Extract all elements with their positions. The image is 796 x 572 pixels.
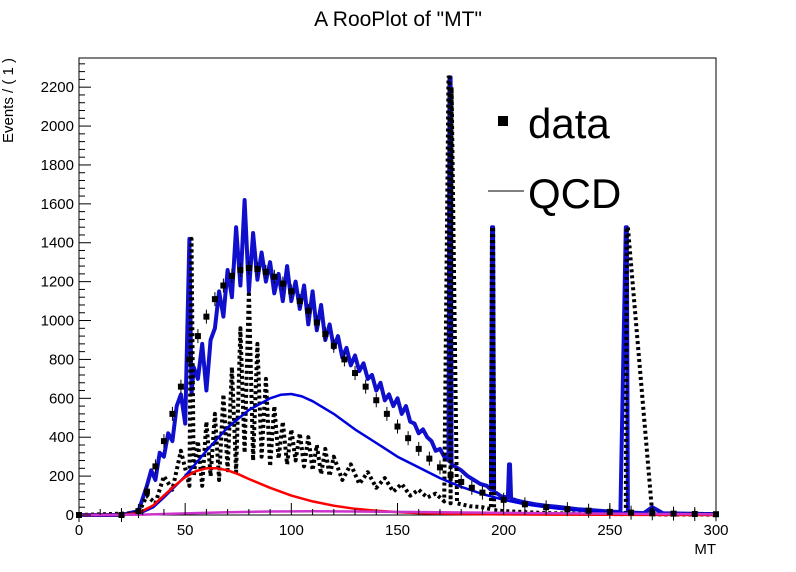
x-tick-label: 250 bbox=[597, 522, 622, 539]
y-tick-label: 1200 bbox=[41, 274, 74, 291]
y-tick-label: 2000 bbox=[41, 118, 74, 135]
red-series-line bbox=[79, 467, 717, 517]
legend-label: data bbox=[528, 100, 610, 147]
y-tick-label: 600 bbox=[49, 390, 74, 407]
y-tick-label: 0 bbox=[66, 507, 74, 524]
qcd-series-line bbox=[79, 392, 717, 517]
y-tick-label: 1600 bbox=[41, 196, 74, 213]
legend-data-marker bbox=[498, 116, 508, 126]
legend: data QCD bbox=[488, 100, 621, 217]
axis-layer: 0 50 100 150 200 250 300 0 200 400 600 800 1000 1200 1… bbox=[41, 63, 729, 539]
x-tick-label: 150 bbox=[385, 522, 410, 539]
x-tick-label: 200 bbox=[491, 522, 516, 539]
chart-title: A RooPlot of "MT" bbox=[314, 8, 482, 31]
y-tick-label: 800 bbox=[49, 351, 74, 368]
y-tick-label: 2200 bbox=[41, 79, 74, 96]
x-tick-label: 300 bbox=[703, 522, 728, 539]
y-tick-label: 1400 bbox=[41, 235, 74, 252]
x-axis-label: MT bbox=[694, 541, 716, 558]
x-tick-label: 0 bbox=[75, 522, 83, 539]
y-axis-label: Events / ( 1 ) bbox=[0, 58, 17, 143]
y-tick-label: 400 bbox=[49, 429, 74, 446]
y-tick-label: 200 bbox=[49, 468, 74, 485]
y-tick-label: 1000 bbox=[41, 313, 74, 330]
y-tick-label: 1800 bbox=[41, 157, 74, 174]
x-tick-label: 100 bbox=[279, 522, 304, 539]
plot-frame bbox=[78, 57, 717, 516]
x-tick-label: 50 bbox=[177, 522, 194, 539]
legend-label: QCD bbox=[528, 170, 621, 217]
blue-thick-series-line bbox=[79, 75, 716, 517]
